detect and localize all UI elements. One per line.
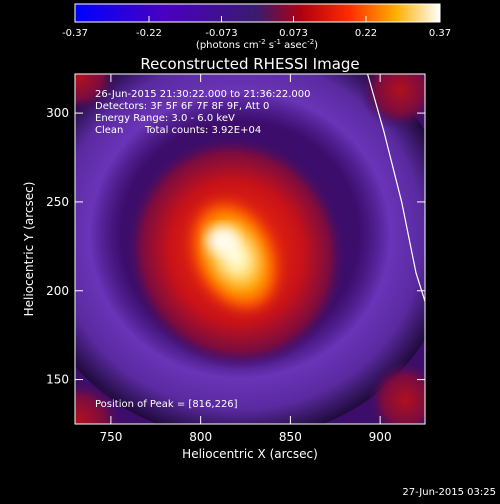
colorbar-tick-label: 0.37 [429, 28, 451, 39]
x-axis-label: Heliocentric X (arcsec) [182, 447, 318, 461]
clean-label: Clean [95, 125, 123, 136]
x-tick-label: 900 [369, 430, 392, 444]
date-stamp: 27-Jun-2015 03:25 [402, 487, 496, 498]
colorbar-units: (photons cm-2 s-1 asec-2) [196, 38, 318, 51]
colorbar-gradient [74, 3, 441, 23]
flare-peak [206, 226, 238, 254]
time-range-text: 26-Jun-2015 21:30:22.000 to 21:36:22.000 [95, 89, 311, 100]
x-tick-label: 850 [279, 430, 302, 444]
x-axis-ticks: 750 800 850 900 [99, 74, 392, 444]
y-tick-label: 200 [46, 284, 69, 298]
annotations: 26-Jun-2015 21:30:22.000 to 21:36:22.000… [95, 89, 311, 410]
corner-glow-tr [360, 74, 425, 130]
peak-position-text: Position of Peak = [816,226] [95, 399, 238, 410]
colorbar: -0.37 -0.22 -0.073 0.073 0.22 0.37 (photons c… [62, 3, 451, 51]
y-axis-label: Heliocentric Y (arcsec) [22, 182, 36, 317]
colorbar-tick-label: 0.073 [279, 28, 308, 39]
colorbar-tick-label: -0.073 [205, 28, 237, 39]
y-tick-label: 300 [46, 106, 69, 120]
colorbar-tick-label: 0.22 [355, 28, 377, 39]
colorbar-tick-label: -0.22 [136, 28, 162, 39]
y-axis-ticks: 150 200 250 300 [46, 106, 425, 387]
corner-glow-bl [75, 380, 123, 424]
corner-glow-br [367, 360, 425, 424]
total-counts-text: Total counts: 3.92E+04 [144, 125, 261, 136]
energy-range-text: Energy Range: 3.0 - 6.0 keV [95, 113, 235, 124]
y-tick-label: 150 [46, 373, 69, 387]
colorbar-ticks: -0.37 -0.22 -0.073 0.073 0.22 0.37 [62, 16, 451, 39]
flare-hot-kernel [189, 198, 281, 314]
detectors-text: Detectors: 3F 5F 6F 7F 8F 9F, Att 0 [95, 101, 269, 112]
x-tick-label: 750 [99, 430, 122, 444]
plot-frame [74, 73, 426, 425]
y-tick-label: 250 [46, 195, 69, 209]
chart-title: Reconstructed RHESSI Image [140, 55, 359, 73]
colorbar-tick-label: -0.37 [62, 28, 88, 39]
x-tick-label: 800 [189, 430, 212, 444]
solar-limb-line [366, 74, 425, 302]
heatmap-image [75, 74, 425, 424]
corner-glow-tl [75, 74, 118, 113]
